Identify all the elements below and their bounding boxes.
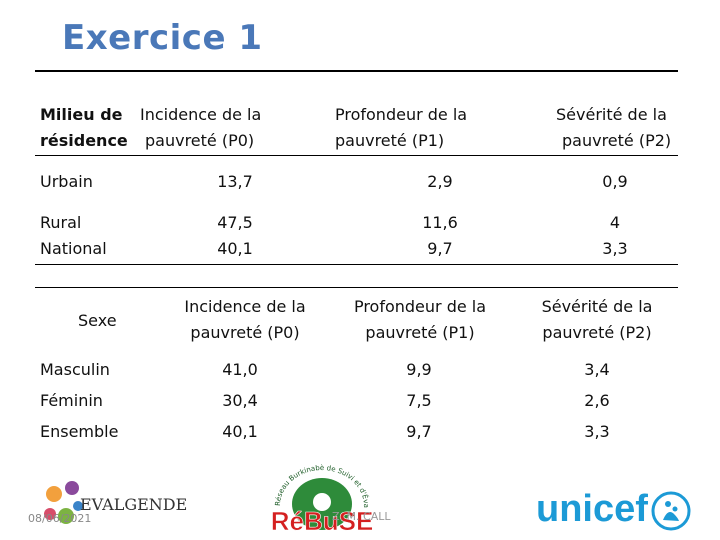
row-national-p2: 3,3	[602, 239, 628, 258]
row-ensemble-p1: 9,7	[406, 422, 432, 441]
header2-p2-line2: pauvreté (P2)	[542, 323, 652, 342]
row-national-label: National	[40, 239, 107, 258]
header-milieu: Milieu de résidence	[40, 102, 128, 154]
header2-p0-line2: pauvreté (P0)	[190, 323, 300, 342]
row-rural-p0: 47,5	[217, 213, 253, 232]
unicef-emblem-head-adult	[665, 501, 671, 507]
table2-top-rule	[35, 287, 678, 288]
header-p2-line1: Sévérité de la	[556, 105, 667, 124]
row-feminin-p1: 7,5	[406, 391, 432, 410]
evalgender-dot-orange	[46, 486, 62, 502]
rebuse-center	[313, 493, 331, 511]
header2-p0-line1: Incidence de la	[184, 297, 306, 316]
header2-p2: Sévérité de la pauvreté (P2)	[522, 294, 672, 346]
row-rural-label: Rural	[40, 213, 82, 232]
header-p0: Incidence de la pauvreté (P0)	[140, 102, 261, 154]
row-feminin-p2: 2,6	[584, 391, 610, 410]
header2-p1: Profondeur de la pauvreté (P1)	[340, 294, 500, 346]
header-p1-line1: Profondeur de la	[335, 105, 468, 124]
evalgender-dot-green	[58, 508, 74, 524]
row-masculin-p1: 9,9	[406, 360, 432, 379]
row-masculin-label: Masculin	[40, 360, 110, 379]
row-masculin-p0: 41,0	[222, 360, 258, 379]
row-urbain-label: Urbain	[40, 172, 93, 191]
evalgender-dot-blue	[73, 501, 83, 511]
header-milieu-line2: résidence	[40, 131, 128, 150]
row-urbain-p0: 13,7	[217, 172, 253, 191]
row-national-p0: 40,1	[217, 239, 253, 258]
header-p1: Profondeur de la pauvreté (P1)	[335, 102, 467, 154]
rebuse-wordmark: RéBuSE	[271, 506, 374, 536]
header2-p1-line1: Profondeur de la	[353, 297, 487, 316]
rebuse-logo: Réseau Burkinabè de Suivi et d'Évaluatio…	[252, 460, 374, 536]
evalgender-dot-red	[44, 508, 56, 520]
evalgender-dot-purple	[65, 481, 79, 495]
row-rural-p2: 4	[609, 213, 621, 232]
unicef-emblem-ring	[651, 491, 691, 531]
row-feminin-p0: 30,4	[222, 391, 258, 410]
unicef-emblem-head-child	[672, 506, 678, 512]
row-ensemble-label: Ensemble	[40, 422, 119, 441]
evalgender-wordmark: EVALGENDER+	[80, 495, 188, 514]
table1-bottom-rule	[35, 264, 678, 265]
header-p1-line2: pauvreté (P1)	[335, 131, 445, 150]
header2-p0: Incidence de la pauvreté (P0)	[160, 294, 330, 346]
header2-p1-line2: pauvreté (P1)	[365, 323, 475, 342]
header-p2-line2: pauvreté (P2)	[562, 131, 672, 150]
row-national-p1: 9,7	[427, 239, 453, 258]
unicef-wordmark: unicef	[536, 488, 648, 530]
header-p0-line1: Incidence de la	[140, 105, 262, 124]
row-ensemble-p2: 3,3	[584, 422, 610, 441]
header-p2: Sévérité de la pauvreté (P2)	[556, 102, 671, 154]
header-milieu-line1: Milieu de	[40, 105, 123, 124]
footer-author: Z. M. CALL	[332, 510, 391, 523]
evalgender-logo: EVALGENDER+	[44, 481, 188, 524]
row-urbain-p1: 2,9	[427, 172, 453, 191]
row-urbain-p2: 0,9	[602, 172, 628, 191]
title-rule	[35, 70, 678, 72]
row-feminin-label: Féminin	[40, 391, 103, 410]
row-rural-p1: 11,6	[422, 213, 458, 232]
header2-p2-line1: Sévérité de la	[541, 297, 653, 316]
header-p0-line2: pauvreté (P0)	[145, 131, 255, 150]
row-masculin-p2: 3,4	[584, 360, 610, 379]
table1-header-rule	[35, 155, 678, 156]
header-sexe: Sexe	[78, 311, 117, 330]
unicef-emblem-icon	[651, 491, 691, 531]
row-ensemble-p0: 40,1	[222, 422, 258, 441]
slide-title: Exercice 1	[62, 18, 263, 58]
unicef-emblem-figure	[663, 512, 679, 521]
footer-date: 08/06/2021	[28, 512, 92, 525]
